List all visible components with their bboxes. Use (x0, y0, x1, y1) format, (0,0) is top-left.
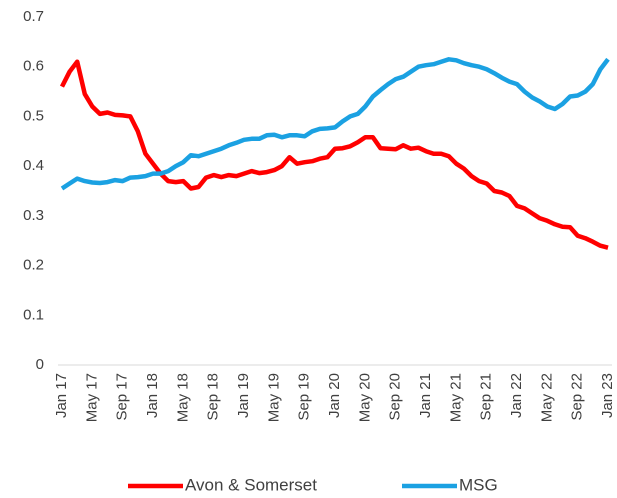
x-tick-label: Jan 22 (508, 373, 525, 418)
x-tick-label: Jan 17 (53, 373, 70, 418)
y-tick-label: 0.6 (23, 58, 44, 75)
y-tick-label: 0.3 (23, 207, 44, 224)
y-tick-label: 0.1 (23, 306, 44, 323)
x-tick-label: Sep 22 (569, 373, 586, 421)
x-tick-label: Sep 20 (387, 373, 404, 421)
x-tick-label: Jan 20 (326, 373, 343, 418)
x-tick-label: May 22 (538, 373, 555, 422)
x-tick-label: May 19 (265, 373, 282, 422)
x-tick-label: May 18 (174, 373, 191, 422)
x-tick-label: Jan 18 (144, 373, 161, 418)
series-line (59, 59, 609, 250)
x-tick-label: Jan 19 (235, 373, 252, 418)
legend-label: MSG (459, 475, 498, 493)
x-tick-label: Sep 18 (205, 373, 222, 421)
x-tick-label: May 21 (447, 373, 464, 422)
y-tick-label: 0.7 (23, 8, 44, 25)
x-tick-label: Sep 19 (296, 373, 313, 421)
x-tick-label: May 17 (83, 373, 100, 422)
y-tick-label: 0.5 (23, 107, 44, 124)
x-tick-label: Sep 17 (114, 373, 131, 421)
y-tick-label: 0.4 (23, 157, 44, 174)
x-tick-label: May 20 (356, 373, 373, 422)
x-tick-label: Sep 21 (478, 373, 495, 421)
series-line (60, 57, 610, 191)
x-tick-label: Jan 23 (599, 373, 616, 418)
y-tick-label: 0 (36, 356, 44, 373)
legend-label: Avon & Somerset (185, 475, 317, 493)
y-tick-label: 0.2 (23, 257, 44, 274)
x-tick-label: Jan 21 (417, 373, 434, 418)
